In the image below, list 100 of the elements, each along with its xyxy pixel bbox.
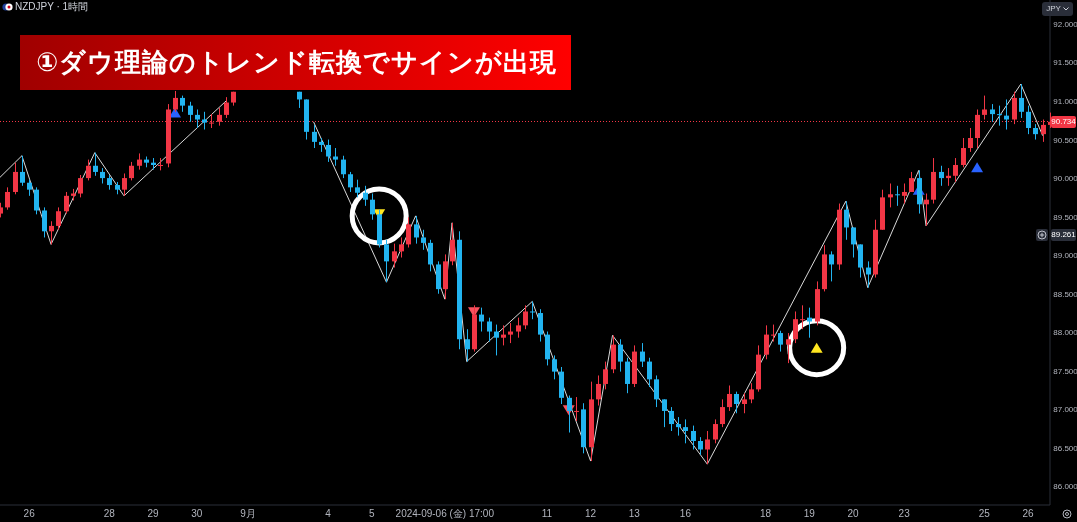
candlestick bbox=[596, 374, 601, 407]
candlestick bbox=[742, 392, 747, 414]
candlestick bbox=[508, 322, 513, 344]
y-tick-label: 92.000 bbox=[1053, 19, 1077, 29]
x-tick-label: 29 bbox=[147, 507, 160, 519]
candlestick bbox=[326, 139, 331, 163]
candlestick bbox=[1012, 91, 1017, 125]
candlestick bbox=[173, 90, 178, 113]
x-tick-label: 5 bbox=[369, 507, 376, 519]
x-tick-label: 28 bbox=[103, 507, 116, 519]
candlestick bbox=[348, 171, 353, 193]
y-tick-label: 89.000 bbox=[1053, 251, 1077, 261]
candlestick bbox=[574, 396, 579, 422]
x-tick-label: 12 bbox=[585, 507, 597, 519]
candlestick bbox=[720, 398, 725, 428]
candlestick bbox=[888, 183, 893, 208]
candlestick bbox=[567, 395, 572, 434]
y-tick-label: 88.500 bbox=[1053, 289, 1077, 299]
candlestick bbox=[421, 229, 426, 251]
candlestick bbox=[487, 317, 492, 343]
candlestick bbox=[399, 236, 404, 259]
candlestick bbox=[406, 216, 411, 248]
candlestick bbox=[771, 324, 776, 343]
candlestick bbox=[953, 157, 958, 183]
candlestick bbox=[64, 191, 69, 215]
candlestick bbox=[501, 324, 506, 346]
candlestick bbox=[654, 374, 659, 408]
point bbox=[810, 342, 823, 353]
candlestick bbox=[479, 307, 484, 333]
candlestick bbox=[224, 96, 229, 119]
x-tick-label: 18 bbox=[760, 507, 772, 519]
y-tick-label: 87.000 bbox=[1053, 405, 1077, 415]
x-tick-label: 4 bbox=[325, 507, 332, 519]
candlestick bbox=[93, 152, 98, 177]
candlestick bbox=[683, 418, 688, 444]
candlestick bbox=[858, 243, 863, 279]
candlestick bbox=[428, 239, 433, 272]
candlestick bbox=[195, 108, 200, 129]
y-axis-title: JPY bbox=[1046, 4, 1061, 14]
candlestick bbox=[895, 185, 900, 207]
candlestick bbox=[749, 382, 754, 404]
candlestick bbox=[158, 157, 163, 171]
candlestick bbox=[1004, 98, 1009, 131]
candlestick bbox=[829, 250, 834, 282]
candlestick bbox=[523, 304, 528, 330]
candlestick bbox=[807, 307, 812, 339]
candlestick bbox=[603, 361, 608, 390]
point bbox=[971, 162, 984, 173]
candlestick bbox=[939, 165, 944, 187]
candlestick bbox=[691, 425, 696, 450]
x-tick-label: 26 bbox=[23, 507, 36, 519]
chart-subtitle: NZDJPY · 1時間 bbox=[15, 1, 89, 13]
line-series bbox=[0, 100, 227, 245]
x-tick-label: 20 bbox=[847, 507, 860, 519]
candlestick bbox=[786, 332, 791, 364]
y-tick-label: 89.500 bbox=[1053, 212, 1077, 222]
candlestick bbox=[312, 124, 317, 149]
x-tick-label: 26 bbox=[1022, 507, 1035, 519]
y-tick-label: 88.000 bbox=[1053, 328, 1077, 338]
x-tick-label: 19 bbox=[803, 507, 816, 519]
x-tick-label: 11 bbox=[541, 507, 553, 519]
y-tick-label: 86.500 bbox=[1053, 443, 1077, 453]
candlestick bbox=[86, 159, 91, 181]
x-tick-label: 16 bbox=[679, 507, 692, 519]
y-tick-label: 86.000 bbox=[1053, 482, 1077, 492]
candlestick bbox=[13, 162, 18, 195]
candlestick bbox=[188, 101, 193, 123]
y-tick-label: 90.000 bbox=[1053, 174, 1077, 184]
candlestick bbox=[909, 171, 914, 193]
y-tick-label: 90.500 bbox=[1053, 135, 1077, 145]
candlestick bbox=[370, 193, 375, 221]
candlestick bbox=[618, 338, 623, 373]
candlestick bbox=[5, 186, 10, 211]
candlestick bbox=[49, 220, 54, 245]
candlestick bbox=[669, 406, 674, 432]
x-tick-label: 9月 bbox=[240, 507, 256, 519]
candlestick bbox=[764, 324, 769, 360]
candlestick bbox=[961, 137, 966, 168]
candlestick bbox=[20, 155, 25, 187]
candlestick bbox=[727, 385, 732, 412]
candlestick bbox=[34, 186, 39, 215]
candlestick bbox=[713, 418, 718, 444]
candlestick bbox=[538, 308, 543, 343]
candlestick bbox=[494, 324, 499, 356]
candlestick bbox=[78, 174, 83, 198]
y-tick-label: 87.500 bbox=[1053, 366, 1077, 376]
candlestick bbox=[414, 215, 419, 245]
candlestick bbox=[341, 155, 346, 179]
candlestick bbox=[851, 226, 856, 259]
x-tick-label: 30 bbox=[191, 507, 203, 519]
ref-line-label: 89.261 bbox=[1051, 229, 1076, 242]
y-tick-label: 91.000 bbox=[1053, 97, 1077, 106]
ref-line-label: 90.734 bbox=[1051, 115, 1076, 128]
candlestick bbox=[129, 161, 134, 181]
x-tick-label: 13 bbox=[628, 507, 641, 519]
x-tick-label: 25 bbox=[978, 507, 991, 519]
point bbox=[349, 186, 409, 246]
line-series bbox=[313, 83, 1044, 465]
candlestick bbox=[800, 304, 805, 330]
candlestick bbox=[640, 342, 645, 368]
